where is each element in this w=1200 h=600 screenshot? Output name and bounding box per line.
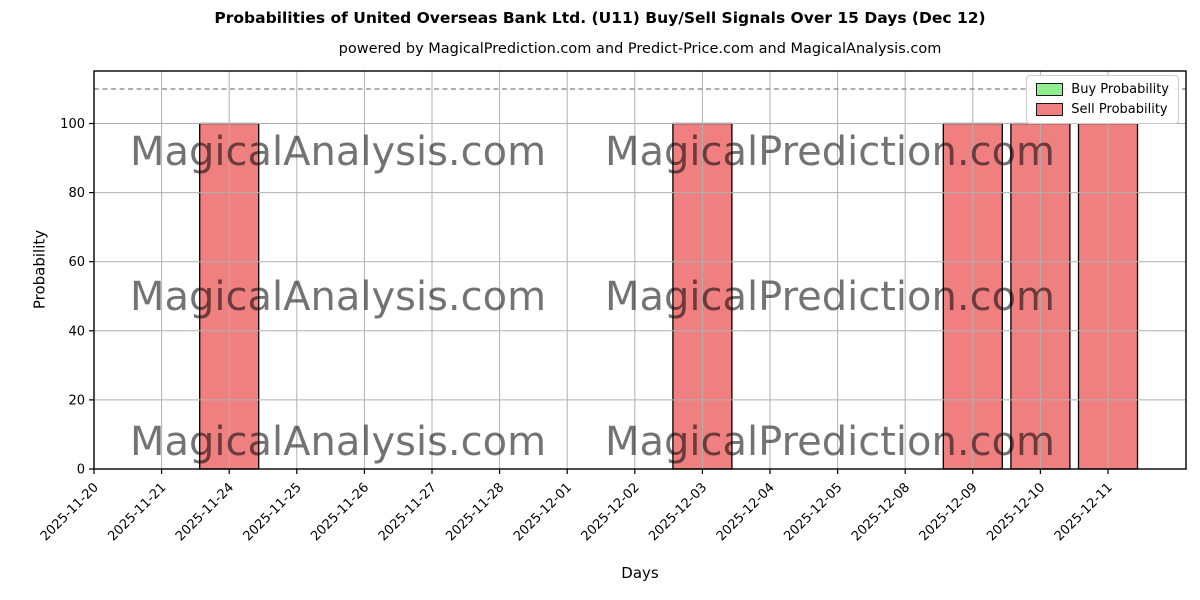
plot-border [93, 70, 1187, 470]
x-tick-label: 2025-11-20 [38, 480, 102, 544]
watermark-text: MagicalPrediction.com [605, 129, 1055, 175]
buy-probability-swatch [1036, 83, 1064, 96]
chart-subtitle: powered by MagicalPrediction.com and Pre… [338, 41, 942, 57]
x-tick-label: 2025-12-02 [579, 480, 643, 544]
y-tick-label: 0 [77, 463, 85, 478]
x-tick-label: 2025-11-27 [376, 480, 440, 544]
x-tick-label: 2025-12-08 [849, 480, 913, 544]
sell-probability-swatch [1036, 103, 1064, 116]
x-tick-label: 2025-11-21 [105, 480, 169, 544]
y-tick-label: 40 [68, 324, 85, 339]
x-tick-label: 2025-12-05 [781, 480, 845, 544]
x-tick-label: 2025-11-26 [308, 480, 372, 544]
x-tick-label: 2025-12-01 [511, 480, 575, 544]
x-tick-label: 2025-12-03 [646, 480, 710, 544]
watermark-text: MagicalPrediction.com [605, 419, 1055, 465]
x-tick-label: 2025-12-11 [1052, 480, 1116, 544]
watermark-text: MagicalPrediction.com [605, 274, 1055, 320]
y-tick-label: 100 [60, 117, 85, 132]
x-tick-label: 2025-11-25 [241, 480, 305, 544]
watermark-text: MagicalAnalysis.com [130, 419, 546, 465]
x-tick-label: 2025-11-24 [173, 480, 237, 544]
x-tick-label: 2025-12-04 [714, 480, 778, 544]
x-axis-label: Days [621, 564, 659, 582]
y-tick-label: 80 [68, 186, 85, 201]
legend-label-sell: Sell Probability [1071, 102, 1168, 117]
x-tick-label: 2025-12-09 [917, 480, 981, 544]
y-tick-label: 20 [68, 393, 85, 408]
legend-item-buy: Buy Probability [1036, 82, 1169, 97]
watermark-text: MagicalAnalysis.com [130, 274, 546, 320]
watermark-text: MagicalAnalysis.com [130, 129, 546, 175]
x-tick-label: 2025-12-10 [984, 480, 1048, 544]
legend-label-buy: Buy Probability [1071, 82, 1169, 97]
legend-item-sell: Sell Probability [1036, 102, 1169, 117]
x-tick-label: 2025-11-28 [443, 480, 507, 544]
legend: Buy Probability Sell Probability [1026, 75, 1179, 124]
y-tick-label: 60 [68, 255, 85, 270]
chart-title: Probabilities of United Overseas Bank Lt… [214, 9, 986, 27]
